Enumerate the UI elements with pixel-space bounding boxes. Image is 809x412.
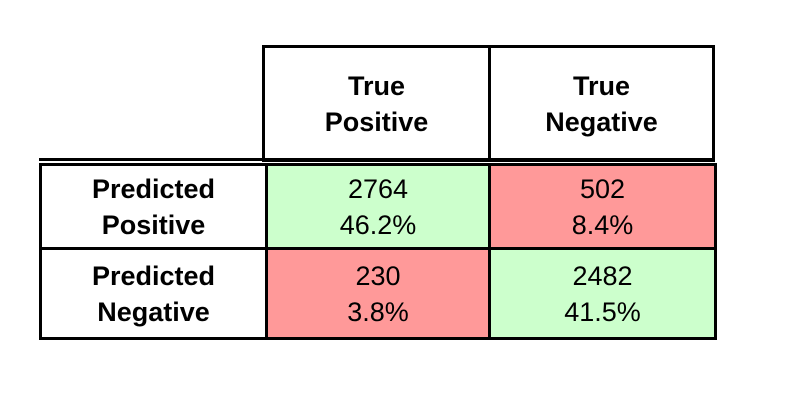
row-header-predicted-negative: Predicted Negative	[39, 247, 268, 340]
cell-false-positive: 502 8.4%	[488, 163, 717, 250]
column-header-true-negative: True Negative	[488, 45, 715, 162]
row-header-predicted-positive: Predicted Positive	[39, 163, 268, 250]
cell-true-positive: 2764 46.2%	[265, 163, 491, 250]
cell-percent: 46.2%	[339, 209, 417, 240]
cell-count: 502	[579, 173, 626, 204]
row-header-line1: Predicted	[91, 260, 216, 291]
row-header-line2: Negative	[97, 296, 210, 327]
cell-percent: 41.5%	[564, 296, 641, 327]
cell-true-negative: 2482 41.5%	[488, 247, 717, 340]
cell-count: 230	[355, 260, 401, 291]
column-header-true-positive: True Positive	[262, 45, 491, 162]
cell-count: 2482	[572, 260, 633, 291]
cell-count: 2764	[347, 173, 409, 204]
cell-percent: 8.4%	[571, 209, 634, 240]
column-header-line2: Positive	[324, 106, 429, 137]
column-header-line1: True	[572, 70, 631, 101]
header-separator	[39, 158, 715, 161]
column-header-line1: True	[347, 70, 406, 101]
row-header-line2: Positive	[101, 209, 206, 240]
row-header-line1: Predicted	[91, 173, 216, 204]
cell-percent: 3.8%	[347, 296, 409, 327]
column-header-line2: Negative	[545, 106, 658, 137]
cell-false-negative: 230 3.8%	[265, 247, 491, 340]
